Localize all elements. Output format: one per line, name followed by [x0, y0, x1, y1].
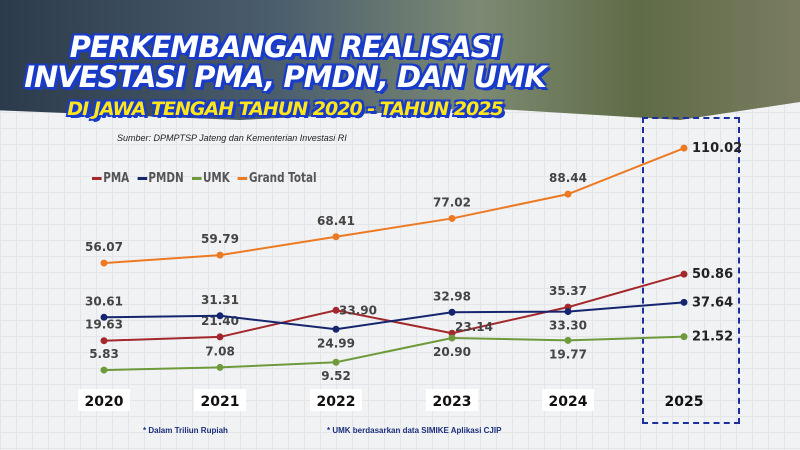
x-tick-label: 2022 — [317, 394, 356, 410]
data-label: 35.37 — [549, 284, 587, 298]
x-tick-label: 2025 — [665, 394, 704, 410]
data-point — [100, 259, 108, 267]
series-line-umk — [103, 335, 685, 372]
data-point — [448, 214, 456, 222]
data-label: 30.61 — [85, 294, 123, 308]
highlight-2025-box — [642, 117, 740, 424]
data-label: 19.77 — [549, 347, 587, 361]
data-point — [216, 363, 224, 371]
year-label-bg — [194, 389, 246, 411]
x-tick-label: 2024 — [549, 394, 588, 410]
title-line-2: INVESTASI PMA, PMDN, DAN UMK — [24, 60, 547, 94]
data-point — [332, 358, 340, 366]
data-point — [680, 144, 688, 152]
data-point — [100, 313, 108, 321]
data-label: 33.30 — [549, 319, 587, 333]
data-label: 5.83 — [89, 347, 119, 361]
legend-marker — [191, 177, 202, 180]
source-text: Sumber: DPMPTSP Jateng dan Kementerian I… — [117, 133, 347, 143]
year-label-bg — [310, 389, 362, 411]
series-line-grand-total — [103, 147, 685, 265]
data-point — [680, 298, 688, 306]
data-point — [448, 334, 456, 342]
x-tick-label: 2021 — [201, 394, 240, 410]
data-label: 68.41 — [317, 214, 355, 228]
data-label: 59.79 — [201, 232, 239, 246]
legend-marker — [92, 177, 102, 180]
data-point — [216, 251, 224, 259]
data-point — [332, 233, 340, 241]
data-point — [100, 337, 108, 345]
data-point — [564, 190, 572, 198]
data-label: 20.90 — [433, 345, 471, 359]
data-label: 50.86 — [692, 267, 733, 282]
legend-item: PMDN — [137, 171, 184, 186]
series-line-pmdn — [103, 301, 685, 331]
year-label-bg — [78, 389, 130, 411]
data-label: 9.52 — [321, 369, 351, 383]
data-point — [100, 366, 108, 374]
data-point — [564, 308, 572, 316]
data-point — [680, 270, 688, 278]
data-point — [680, 333, 688, 341]
data-label: 88.44 — [549, 171, 587, 185]
legend-marker — [237, 177, 248, 180]
series-line-pma — [103, 273, 685, 342]
data-label: 56.07 — [85, 240, 123, 254]
data-label: 21.52 — [692, 330, 733, 345]
title-line-3: DI JAWA TENGAH TAHUN 2020 - TAHUN 2025 — [67, 98, 503, 120]
data-point — [448, 308, 456, 316]
note-unit: * Dalam Triliun Rupiah — [143, 426, 228, 435]
year-label-bg — [426, 389, 478, 411]
legend-marker — [137, 177, 147, 180]
data-point — [216, 333, 224, 341]
data-label: 19.63 — [85, 318, 123, 332]
data-point — [332, 325, 340, 333]
data-point — [332, 306, 340, 314]
data-label: 7.08 — [205, 344, 235, 358]
data-label: 37.64 — [692, 295, 733, 310]
data-label: 33.90 — [339, 303, 377, 317]
data-label: 23.14 — [455, 320, 493, 334]
data-label: 32.98 — [433, 289, 471, 303]
legend-item: Grand Total — [237, 171, 317, 186]
header-banner-image — [0, 0, 800, 120]
legend: PMA PMDN UMK Grand Total — [92, 171, 317, 186]
legend-item: UMK — [191, 171, 230, 186]
note-umk: * UMK berdasarkan data SIMIKE Aplikasi C… — [327, 426, 502, 435]
data-label: 110.02 — [692, 141, 742, 156]
data-label: 77.02 — [433, 195, 471, 209]
data-point — [216, 312, 224, 320]
x-tick-label: 2020 — [85, 394, 124, 410]
year-label-bg — [542, 389, 594, 411]
data-point — [564, 336, 572, 344]
x-tick-label: 2023 — [433, 394, 472, 410]
legend-item: PMA — [92, 171, 129, 186]
data-label: 31.31 — [201, 293, 239, 307]
title-line-1: PERKEMBANGAN REALISASI — [69, 30, 502, 64]
data-label: 24.99 — [317, 336, 355, 350]
